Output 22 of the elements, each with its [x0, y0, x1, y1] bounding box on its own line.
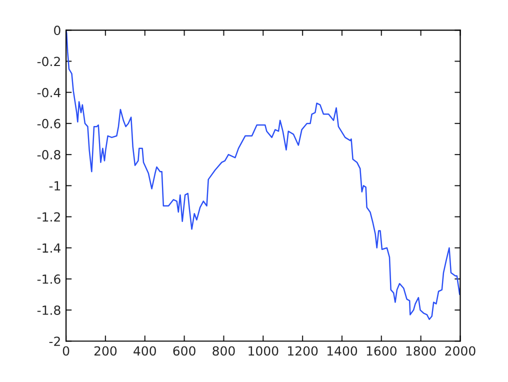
x-tick-label: 0	[62, 346, 70, 356]
x-tick-label: 600	[173, 346, 196, 356]
y-tick-label: 0	[54, 26, 60, 36]
y-tick-label: -1.2	[37, 212, 60, 222]
y-tick-label: -0.4	[37, 88, 60, 98]
y-tick-label: -1.4	[37, 243, 60, 253]
y-tick-label: -1	[49, 181, 60, 190]
x-tick-label: 800	[212, 346, 235, 356]
x-tick-label: 1600	[366, 346, 396, 356]
y-tick-label: -0.2	[37, 56, 60, 66]
x-tick-label: 1800	[406, 346, 436, 356]
x-tick-label: 1200	[288, 346, 318, 356]
x-tick-label: 1000	[248, 346, 278, 356]
x-tick-label: 1400	[327, 346, 358, 356]
y-tick-label: -1.6	[37, 274, 60, 284]
x-tick-label: 400	[134, 346, 156, 356]
y-tick-label: -0.8	[37, 150, 60, 160]
y-tick-label: -1.8	[37, 306, 60, 315]
y-tick-label: -2	[49, 336, 60, 346]
x-tick-label: 200	[94, 346, 117, 356]
y-tick-label: -0.6	[37, 118, 60, 128]
x-tick-label: 2000	[445, 346, 476, 356]
